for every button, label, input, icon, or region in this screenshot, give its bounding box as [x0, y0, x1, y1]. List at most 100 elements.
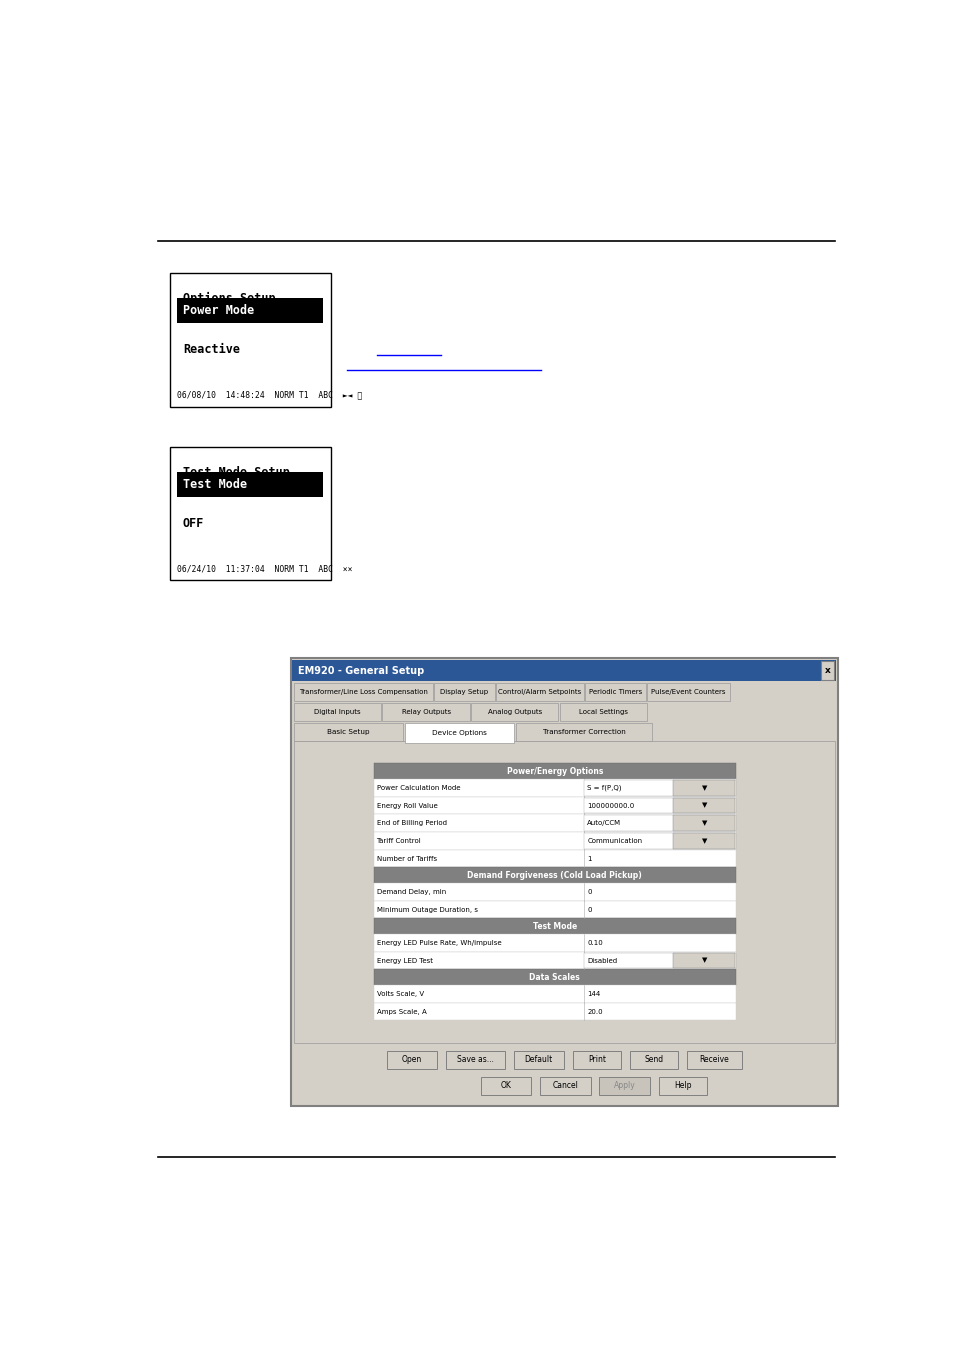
Text: End of Billing Period: End of Billing Period — [376, 820, 446, 827]
Bar — [445, 1051, 504, 1069]
Text: Communication: Communication — [587, 838, 641, 844]
Bar — [386, 1051, 436, 1069]
Text: Auto/CCM: Auto/CCM — [587, 820, 620, 827]
Text: OFF: OFF — [183, 516, 204, 530]
Bar — [292, 661, 836, 681]
Text: Power Calculation Mode: Power Calculation Mode — [376, 785, 459, 790]
Text: OK: OK — [500, 1081, 511, 1090]
Text: Device Options: Device Options — [432, 730, 486, 736]
Text: Disabled: Disabled — [587, 958, 617, 963]
Bar — [583, 952, 735, 969]
Text: Control/Alarm Setpoints: Control/Alarm Setpoints — [497, 689, 581, 696]
Bar — [672, 797, 735, 813]
Text: Basic Setup: Basic Setup — [327, 728, 370, 735]
Text: Test Mode Setup: Test Mode Setup — [183, 466, 290, 478]
Text: Analog Outputs: Analog Outputs — [487, 709, 541, 715]
Bar — [658, 1077, 706, 1096]
Bar — [672, 816, 735, 831]
Bar — [374, 763, 735, 780]
Bar — [672, 952, 735, 969]
Bar — [559, 703, 646, 720]
Text: Save as...: Save as... — [456, 1055, 493, 1065]
Bar — [672, 780, 735, 796]
Text: Cancel: Cancel — [552, 1081, 578, 1090]
Text: Transformer Correction: Transformer Correction — [542, 728, 624, 735]
Text: Volts Scale, V: Volts Scale, V — [376, 990, 423, 997]
Text: 0: 0 — [587, 889, 591, 894]
Bar — [646, 684, 729, 701]
Bar — [515, 723, 652, 740]
Bar — [686, 1051, 741, 1069]
Bar — [374, 934, 735, 951]
Text: Energy LED Test: Energy LED Test — [376, 958, 432, 963]
Text: 0.10: 0.10 — [587, 940, 602, 946]
Bar — [382, 703, 469, 720]
Bar — [572, 1051, 620, 1069]
Text: 20.0: 20.0 — [587, 1008, 602, 1015]
Text: Display Setup: Display Setup — [440, 689, 488, 696]
Bar — [374, 815, 735, 832]
Text: Digital Inputs: Digital Inputs — [314, 709, 360, 715]
Bar — [471, 703, 558, 720]
Bar — [374, 884, 735, 901]
Bar — [496, 684, 583, 701]
Bar — [294, 740, 834, 1043]
Bar — [374, 919, 735, 934]
Bar — [584, 684, 645, 701]
Text: Demand Delay, min: Demand Delay, min — [376, 889, 445, 894]
Text: Minimum Outage Duration, s: Minimum Outage Duration, s — [376, 907, 477, 912]
Bar — [374, 780, 735, 797]
Bar — [374, 985, 735, 1002]
Bar — [294, 684, 433, 701]
Text: Options Setup: Options Setup — [183, 292, 275, 305]
Bar — [672, 834, 735, 848]
Text: Data Scales: Data Scales — [529, 973, 579, 982]
Text: Relay Outputs: Relay Outputs — [401, 709, 450, 715]
Bar — [583, 780, 735, 796]
Text: Open: Open — [401, 1055, 421, 1065]
Text: Default: Default — [524, 1055, 553, 1065]
Bar — [374, 850, 735, 867]
Bar — [583, 834, 735, 848]
Bar — [480, 1077, 531, 1096]
Bar — [374, 832, 735, 850]
Text: EM920 - General Setup: EM920 - General Setup — [298, 666, 424, 676]
Text: Amps Scale, A: Amps Scale, A — [376, 1008, 426, 1015]
Bar — [374, 1002, 735, 1020]
Text: ▼: ▼ — [701, 820, 706, 827]
Bar — [374, 951, 735, 970]
Bar — [374, 797, 735, 815]
Text: Energy Roll Value: Energy Roll Value — [376, 802, 436, 808]
Bar — [434, 684, 495, 701]
Bar — [291, 658, 837, 1105]
Text: Print: Print — [587, 1055, 605, 1065]
Text: Pulse/Event Counters: Pulse/Event Counters — [651, 689, 725, 696]
Text: Tariff Control: Tariff Control — [376, 838, 421, 844]
Text: ▼: ▼ — [701, 802, 706, 808]
Text: Power/Energy Options: Power/Energy Options — [506, 767, 602, 775]
Bar — [170, 447, 331, 581]
Bar — [404, 723, 514, 743]
Bar — [176, 471, 323, 497]
Text: Test Mode: Test Mode — [183, 478, 247, 492]
Text: Periodic Timers: Periodic Timers — [588, 689, 641, 696]
Text: Help: Help — [673, 1081, 691, 1090]
Text: Power Mode: Power Mode — [183, 304, 253, 317]
Text: Number of Tariffs: Number of Tariffs — [376, 855, 436, 862]
Bar — [176, 299, 323, 323]
Text: Transformer/Line Loss Compensation: Transformer/Line Loss Compensation — [298, 689, 427, 696]
Text: Energy LED Pulse Rate, Wh/impulse: Energy LED Pulse Rate, Wh/impulse — [376, 940, 500, 946]
Bar — [513, 1051, 563, 1069]
Bar — [539, 1077, 590, 1096]
Text: Send: Send — [643, 1055, 662, 1065]
Text: Receive: Receive — [699, 1055, 728, 1065]
Text: 100000000.0: 100000000.0 — [587, 802, 634, 808]
Text: Demand Forgiveness (Cold Load Pickup): Demand Forgiveness (Cold Load Pickup) — [467, 871, 641, 880]
Text: Apply: Apply — [613, 1081, 635, 1090]
Text: Reactive: Reactive — [183, 343, 239, 355]
Bar — [374, 970, 735, 985]
Text: Test Mode: Test Mode — [532, 921, 577, 931]
Text: 1: 1 — [587, 855, 591, 862]
Text: 06/24/10  11:37:04  NORM T1  ABC  ××: 06/24/10 11:37:04 NORM T1 ABC ×× — [176, 563, 352, 573]
Bar — [170, 273, 331, 407]
